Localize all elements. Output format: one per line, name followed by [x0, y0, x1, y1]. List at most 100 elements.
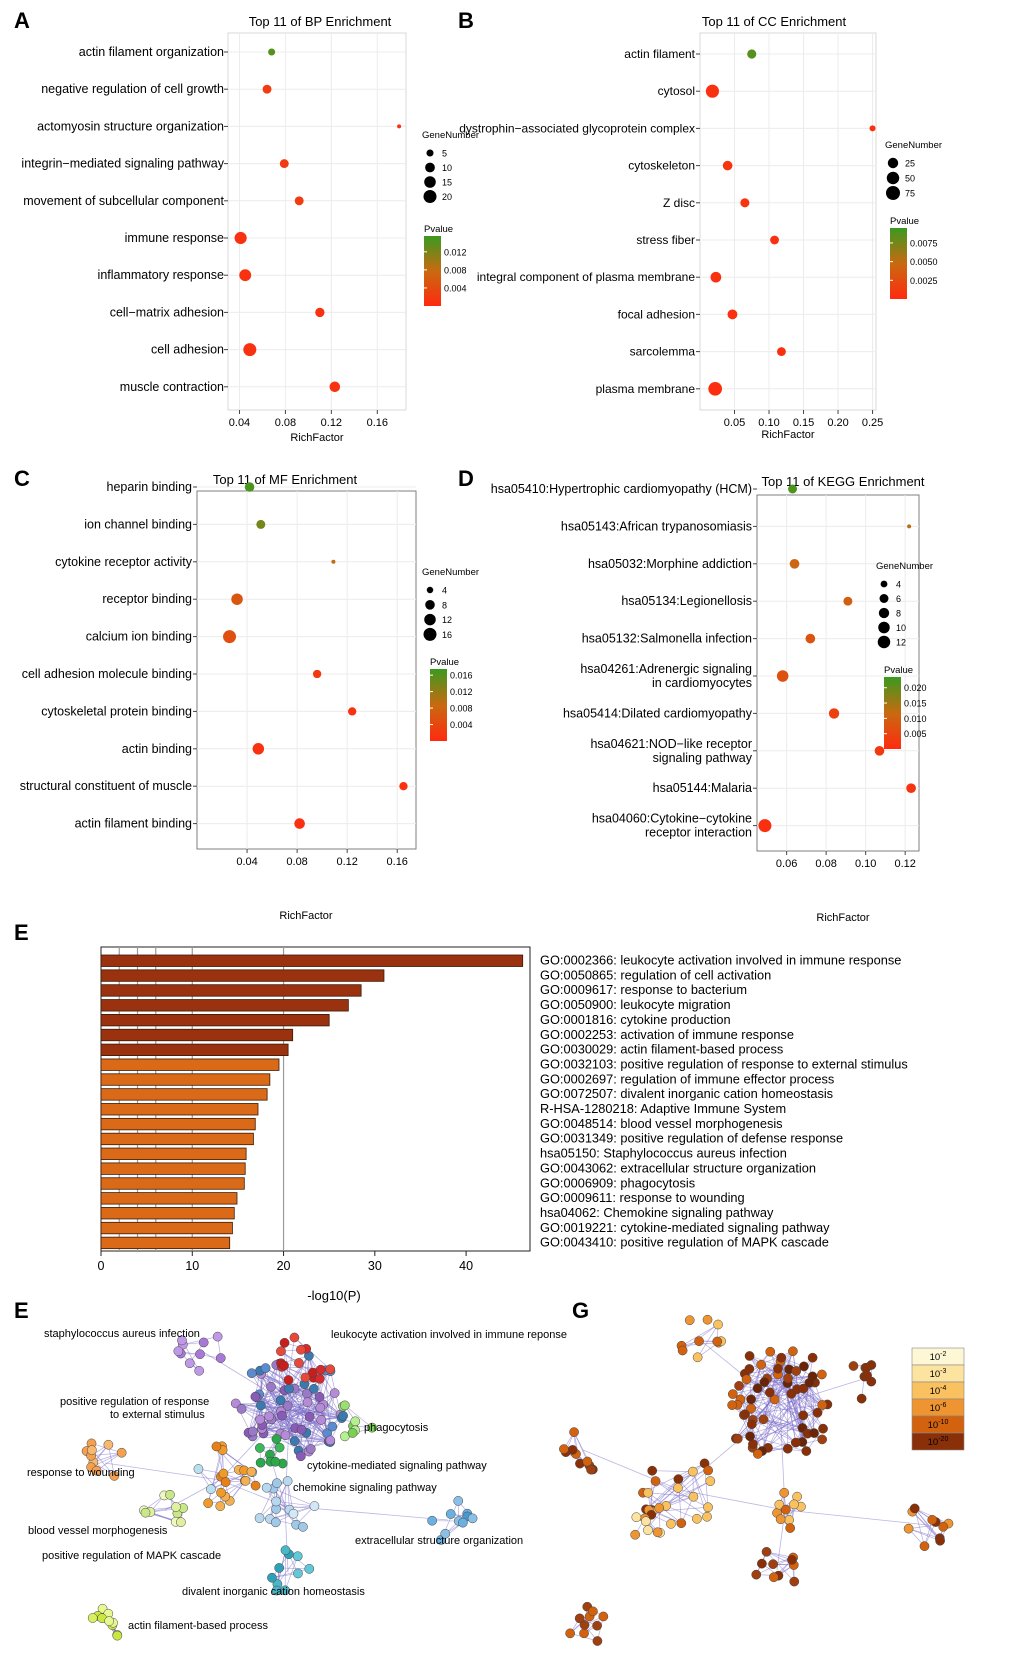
network-edge: [104, 1462, 221, 1481]
term-label: GO:0019221: cytokine-mediated signaling …: [540, 1220, 830, 1235]
x-tick-label: 0.16: [367, 417, 388, 429]
network-node: [765, 1387, 775, 1398]
category-label: cytoskeleton: [628, 159, 695, 173]
enrichment-dot: [788, 484, 798, 494]
network-node: [758, 1414, 769, 1425]
category-label: movement of subcellular component: [23, 194, 224, 208]
network-node: [277, 1410, 287, 1421]
panel-b-x-ticks: 0.05 0.10 0.15 0.20 0.25: [724, 410, 883, 429]
network-node: [647, 1465, 658, 1476]
network-edge: [681, 1324, 719, 1347]
network-node: [184, 1358, 195, 1369]
category-label: hsa05132:Salmonella infection: [582, 632, 752, 646]
category-label-line: signaling pathway: [653, 751, 753, 765]
net-label-phagocytosis: phagocytosis: [364, 1422, 429, 1434]
network-node: [592, 1620, 602, 1631]
colorbar-tick-label: 0.015: [904, 699, 927, 709]
network-node: [694, 1336, 704, 1347]
category-label: actin filament: [624, 47, 695, 61]
enrichment-dot: [727, 309, 738, 320]
term-label: GO:0048514: blood vessel morphogenesis: [540, 1116, 783, 1131]
network-edge: [744, 1404, 823, 1415]
size-legend-label: 16: [442, 630, 452, 640]
size-legend-label: 15: [442, 178, 452, 188]
enrichment-dot: [294, 818, 305, 829]
network-f-labels: staphylococcus aureus infection leukocyt…: [27, 1328, 567, 1632]
panel-label-d: D: [458, 466, 474, 491]
category-label-line: hsa05143:African trypanosomiasis: [561, 519, 752, 533]
category-label: hsa04621:NOD−like receptor signaling path…: [590, 737, 752, 765]
category-label: inflammatory response: [98, 268, 224, 282]
category-label: hsa04261:Adrenergic signaling in cardiomy…: [580, 662, 752, 690]
network-node: [314, 1374, 325, 1384]
colorbar-tick-label: 0.0050: [910, 257, 938, 267]
network-node: [774, 1499, 785, 1510]
enrichment-dot: [828, 708, 840, 719]
network-node: [688, 1491, 699, 1502]
panel-c-x-label: RichFactor: [279, 910, 333, 922]
size-legend-label: 5: [442, 149, 447, 159]
size-legend-dot: [423, 190, 437, 203]
network-node: [288, 1508, 299, 1519]
net-label-divalent: divalent inorganic cation homeostasis: [182, 1586, 365, 1598]
network-node: [727, 1400, 737, 1410]
network-node: [744, 1351, 755, 1361]
panel-d-rows: hsa05410:Hypertrophic cardiomyopathy (HC…: [491, 482, 916, 840]
panel-e-x-label: -log10(P): [307, 1288, 360, 1303]
panel-d-title: Top 11 of KEGG Enrichment: [761, 474, 924, 489]
network-node: [751, 1569, 762, 1580]
network-edge: [652, 1470, 693, 1472]
category-label: hsa04060:Cytokine−cytokine receptor inter…: [592, 812, 752, 840]
network-node: [703, 1502, 713, 1513]
network-edge: [795, 1370, 823, 1406]
network-node: [198, 1337, 209, 1348]
net-label-chemokine: chemokine signaling pathway: [293, 1482, 437, 1494]
legend-exponent: -2: [940, 1351, 946, 1358]
panel-e-bar-chart: GO:0002366: leukocyte activation involve…: [98, 946, 908, 1303]
size-legend-dot: [877, 635, 891, 649]
enrichment-dot: [874, 745, 885, 756]
network-f-nodes: [81, 1331, 478, 1641]
network-node: [650, 1476, 661, 1486]
network-edge: [241, 1408, 282, 1416]
size-legend-label: 50: [905, 174, 915, 184]
panel-d-legend: GeneNumber 4 6 8 10 12 Pvalue 0.020 0.015 0.010 0.…: [876, 561, 933, 749]
x-tick-label: 20: [277, 1259, 291, 1273]
term-bar: [100, 969, 385, 982]
panel-e-term-labels: GO:0002366: leukocyte activation involve…: [540, 953, 908, 1250]
network-edge: [271, 1568, 310, 1579]
category-label: Z disc: [663, 196, 695, 210]
network-node: [309, 1383, 319, 1394]
network-node: [256, 1400, 266, 1411]
colorbar: [424, 236, 441, 306]
category-label-line: inflammatory response: [98, 268, 224, 282]
network-node: [236, 1404, 247, 1414]
network-node: [305, 1444, 316, 1454]
size-legend-dot: [424, 613, 436, 626]
network-node: [266, 1381, 276, 1392]
category-label: negative regulation of cell growth: [41, 82, 224, 96]
network-edge: [284, 1404, 291, 1507]
enrichment-dot: [262, 84, 272, 94]
network-node: [292, 1551, 303, 1562]
network-node: [804, 1377, 815, 1388]
network-node: [692, 1513, 702, 1524]
category-label-line: hsa05032:Morphine addiction: [588, 557, 752, 571]
legend-exponent: -10: [938, 1419, 948, 1426]
network-node: [703, 1465, 713, 1476]
network-node: [467, 1513, 478, 1524]
enrichment-dot: [315, 307, 325, 318]
network-node: [267, 1572, 277, 1583]
x-tick-label: 0.12: [336, 856, 357, 868]
term-label: GO:0043062: extracellular structure orga…: [540, 1160, 816, 1175]
enrichment-dot: [231, 593, 243, 605]
network-node: [702, 1511, 712, 1522]
network-node: [677, 1345, 688, 1356]
size-legend-dot: [423, 627, 437, 641]
network-edge: [251, 1373, 286, 1436]
network-node: [756, 1359, 767, 1370]
network-node: [692, 1352, 703, 1363]
network-edge: [752, 1404, 823, 1445]
category-label-line: Z disc: [663, 196, 695, 210]
